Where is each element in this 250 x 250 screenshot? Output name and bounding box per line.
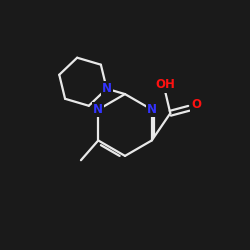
Text: N: N: [93, 103, 103, 116]
Text: N: N: [147, 103, 157, 116]
Text: OH: OH: [156, 78, 175, 91]
Text: N: N: [102, 82, 112, 95]
Text: O: O: [191, 98, 201, 111]
